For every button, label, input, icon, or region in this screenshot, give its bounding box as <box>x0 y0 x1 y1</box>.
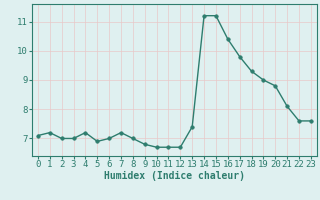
X-axis label: Humidex (Indice chaleur): Humidex (Indice chaleur) <box>104 171 245 181</box>
